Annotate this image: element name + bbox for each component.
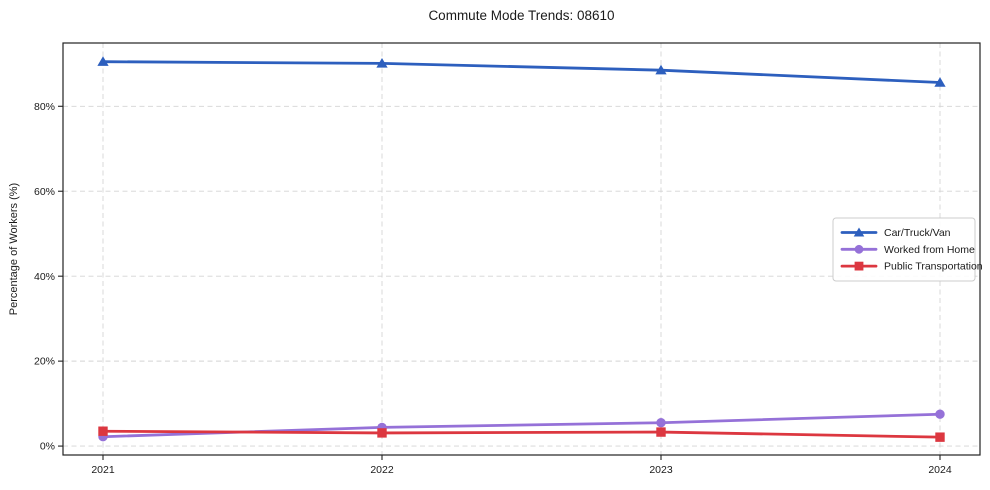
data-point-marker (655, 64, 667, 75)
legend-label: Worked from Home (884, 244, 975, 256)
data-point-marker (98, 426, 108, 436)
y-tick-label: 60% (34, 186, 55, 198)
y-tick-label: 20% (34, 356, 55, 368)
plot-border (62, 42, 981, 456)
data-point-marker (935, 432, 945, 442)
data-point-marker (376, 57, 388, 68)
legend-label: Car/Truck/Van (884, 227, 951, 239)
data-point-marker (656, 418, 666, 428)
series-line (101, 429, 942, 439)
x-tick-label: 2022 (370, 464, 394, 476)
x-tick-label: 2021 (91, 464, 115, 476)
x-tick-label: 2024 (928, 464, 952, 476)
data-point-marker (656, 427, 666, 437)
legend-label: Public Transportation (884, 261, 983, 273)
legend-sample-marker (853, 227, 865, 237)
legend-sample-marker (854, 244, 864, 254)
legend-sample-marker (854, 261, 864, 271)
data-point-marker (377, 428, 387, 438)
y-tick-label: 80% (34, 101, 55, 113)
data-point-marker (934, 77, 946, 87)
chart-title: Commute Mode Trends: 08610 (428, 8, 615, 23)
y-tick-label: 0% (40, 441, 55, 453)
data-point-marker (935, 409, 945, 419)
y-tick-label: 40% (34, 271, 55, 283)
x-tick-label: 2023 (649, 464, 673, 476)
series-line (101, 60, 942, 84)
data-point-marker (97, 56, 109, 66)
